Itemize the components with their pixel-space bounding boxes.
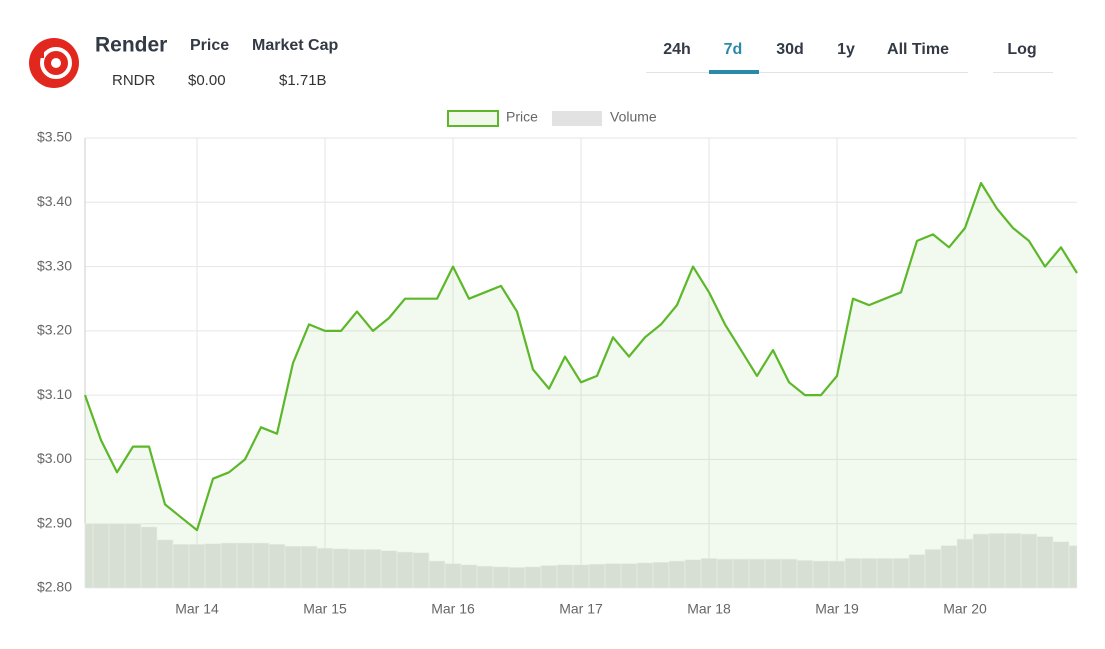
y-tick-label: $3.20 [37, 322, 72, 338]
range-tab[interactable]: 1y [837, 41, 855, 58]
log-button[interactable]: Log [1007, 41, 1036, 58]
x-tick-label: Mar 16 [431, 601, 475, 617]
x-tick-label: Mar 20 [943, 601, 987, 617]
y-tick-label: $2.80 [37, 579, 72, 595]
coin-name: Render [95, 34, 167, 57]
price-value: $0.00 [188, 72, 226, 89]
market-cap-value: $1.71B [279, 72, 327, 89]
coin-symbol: RNDR [112, 72, 155, 89]
market-cap-label: Market Cap [252, 37, 338, 54]
range-tab[interactable]: All Time [887, 41, 949, 58]
y-tick-label: $3.00 [37, 450, 72, 466]
y-tick-label: $3.10 [37, 386, 72, 402]
legend-label: Price [506, 109, 538, 125]
range-tab[interactable]: 7d [724, 41, 743, 58]
legend-swatch [447, 110, 499, 127]
chart: $2.80 $2.90 $3.00 $3.10 $3.20 $3.30 $3.40 $3.50… [37, 109, 1078, 617]
range-tabs: 24h 7d 30d 1y All Time [663, 41, 949, 74]
y-tick-label: $3.50 [37, 129, 72, 145]
active-tab-indicator [709, 70, 759, 74]
y-tick-label: $3.40 [37, 193, 72, 209]
x-tick-label: Mar 18 [687, 601, 731, 617]
range-tab[interactable]: 24h [663, 41, 691, 58]
price-area [85, 183, 1077, 588]
y-tick-label: $2.90 [37, 514, 72, 530]
x-tick-label: Mar 19 [815, 601, 859, 617]
legend-label: Volume [610, 109, 657, 125]
range-tab[interactable]: 30d [776, 41, 804, 58]
volume-bar [1068, 545, 1078, 589]
price-line [83, 181, 1078, 532]
y-tick-label: $3.30 [37, 257, 72, 273]
x-tick-label: Mar 14 [175, 601, 219, 617]
price-label: Price [190, 37, 229, 54]
x-tick-label: Mar 15 [303, 601, 347, 617]
logo [29, 38, 79, 88]
x-tick-label: Mar 17 [559, 601, 603, 617]
legend-swatch [552, 111, 602, 126]
